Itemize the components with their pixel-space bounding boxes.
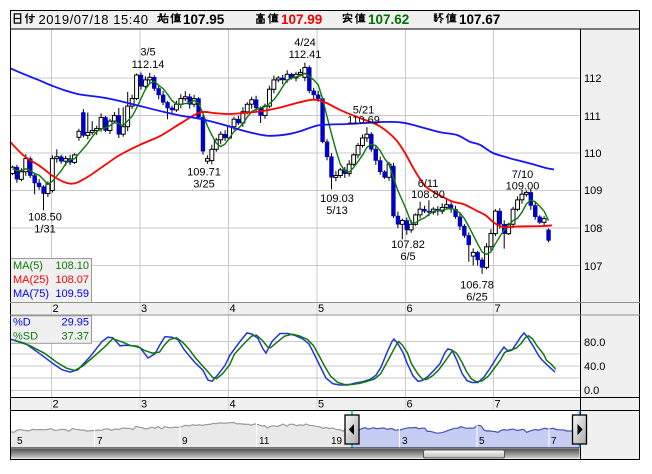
svg-text:108: 108 <box>584 223 602 235</box>
svg-text:7: 7 <box>494 303 500 315</box>
svg-text:19: 19 <box>331 436 343 447</box>
svg-text:40.0: 40.0 <box>584 361 605 373</box>
svg-text:4: 4 <box>229 398 235 410</box>
svg-text:109.59: 109.59 <box>55 288 89 300</box>
svg-text:MA(5): MA(5) <box>13 260 43 272</box>
svg-text:108.10: 108.10 <box>55 260 89 272</box>
svg-text:3/25: 3/25 <box>193 179 214 191</box>
svg-text:109.00: 109.00 <box>506 181 540 193</box>
svg-text:5: 5 <box>318 398 324 410</box>
svg-text:11: 11 <box>259 436 270 447</box>
svg-text:107.99: 107.99 <box>281 12 322 27</box>
svg-text:107: 107 <box>584 261 602 273</box>
svg-text:0.0: 0.0 <box>584 385 599 397</box>
svg-text:%D: %D <box>13 317 31 329</box>
svg-text:7: 7 <box>97 436 103 447</box>
svg-text:2019/07/18 15:40: 2019/07/18 15:40 <box>39 12 149 27</box>
svg-text:106.78: 106.78 <box>460 280 494 292</box>
svg-text:112: 112 <box>584 73 602 85</box>
svg-text:111: 111 <box>584 111 601 123</box>
svg-text:107.95: 107.95 <box>183 12 225 27</box>
svg-text:108.50: 108.50 <box>28 212 62 224</box>
svg-text:5/21: 5/21 <box>353 105 374 117</box>
svg-text:5/13: 5/13 <box>326 205 347 217</box>
svg-text:109: 109 <box>584 185 602 197</box>
svg-text:6/25: 6/25 <box>466 292 487 304</box>
svg-text:9: 9 <box>182 436 188 447</box>
svg-text:5: 5 <box>17 436 23 447</box>
svg-text:5: 5 <box>479 436 485 447</box>
svg-text:3/5: 3/5 <box>140 47 155 59</box>
svg-text:3: 3 <box>141 398 147 410</box>
svg-text:107.67: 107.67 <box>459 12 500 27</box>
svg-text:5: 5 <box>318 303 324 315</box>
svg-text:2: 2 <box>52 303 58 315</box>
svg-text:110.69: 110.69 <box>347 115 380 127</box>
svg-text:4: 4 <box>229 303 235 315</box>
svg-text:MA(25): MA(25) <box>13 274 49 286</box>
svg-text:4/24: 4/24 <box>294 37 315 49</box>
svg-text:108.80: 108.80 <box>411 189 445 201</box>
svg-text:7: 7 <box>551 436 557 447</box>
svg-text:6/5: 6/5 <box>400 251 415 263</box>
svg-text:107.82: 107.82 <box>391 239 425 251</box>
svg-text:112.41: 112.41 <box>289 49 322 61</box>
svg-text:109.03: 109.03 <box>320 193 354 205</box>
svg-text:80.0: 80.0 <box>584 337 605 349</box>
svg-text:29.95: 29.95 <box>61 317 89 329</box>
svg-text:7/10: 7/10 <box>512 169 533 181</box>
svg-text:37.37: 37.37 <box>61 331 89 343</box>
svg-text:6/11: 6/11 <box>418 178 439 190</box>
svg-text:107.62: 107.62 <box>368 12 409 27</box>
svg-text:112.14: 112.14 <box>132 59 165 71</box>
svg-text:7: 7 <box>494 398 500 410</box>
svg-text:6: 6 <box>406 398 412 410</box>
svg-text:3: 3 <box>402 436 408 447</box>
svg-text:3: 3 <box>141 303 147 315</box>
svg-text:108.07: 108.07 <box>55 274 89 286</box>
svg-text:1/31: 1/31 <box>34 224 55 236</box>
svg-text:%SD: %SD <box>13 331 38 343</box>
svg-text:109.71: 109.71 <box>187 167 221 179</box>
svg-text:6: 6 <box>406 303 412 315</box>
svg-text:2: 2 <box>52 398 58 410</box>
svg-text:110: 110 <box>584 148 602 160</box>
svg-text:MA(75): MA(75) <box>13 288 49 300</box>
